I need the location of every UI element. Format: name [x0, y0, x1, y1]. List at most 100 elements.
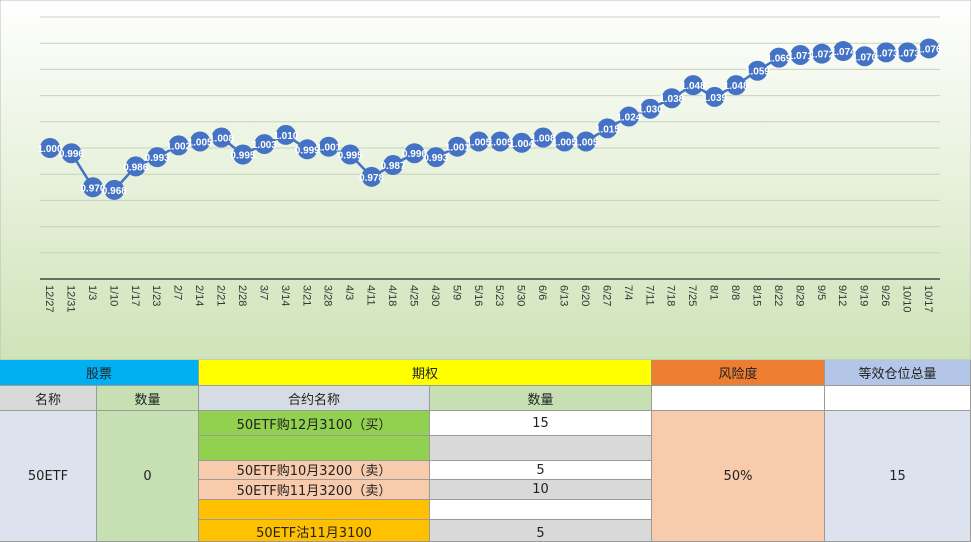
x-tick-label: 5/23	[493, 285, 505, 306]
contract-quantity: 5	[430, 461, 652, 480]
data-point	[618, 106, 639, 127]
data-label: 1.074	[831, 47, 856, 58]
contract-quantity: 5	[430, 520, 652, 542]
x-tick-label: 5/9	[450, 285, 462, 300]
data-label: 0.970	[80, 183, 105, 194]
data-label: 1.005	[466, 137, 491, 148]
contract-name: 50ETF购12月3100（买）	[199, 411, 430, 436]
data-label: 0.993	[145, 153, 170, 164]
x-tick-label: 4/3	[343, 285, 355, 300]
x-tick-label: 5/30	[515, 285, 527, 306]
data-point	[854, 46, 875, 67]
x-tick-label: 10/17	[922, 285, 934, 313]
data-point	[640, 98, 661, 119]
x-tick-label: 2/28	[236, 285, 248, 306]
x-tick-label: 1/17	[129, 285, 141, 306]
data-label: 0.987	[381, 161, 406, 172]
x-tick-label: 1/3	[86, 285, 98, 300]
data-point	[790, 44, 811, 65]
x-tick-label: 12/31	[64, 285, 76, 313]
data-label: 1.024	[616, 113, 641, 124]
data-point	[211, 127, 232, 148]
data-label: 0.996	[402, 149, 427, 160]
x-tick-label: 3/21	[300, 285, 312, 306]
x-tick-label: 4/30	[429, 285, 441, 306]
header-cell: 期权	[199, 360, 652, 386]
data-label: 1.073	[895, 48, 920, 59]
data-label: 1.038	[659, 94, 684, 105]
x-tick-label: 6/6	[536, 285, 548, 300]
data-label: 1.004	[509, 139, 534, 150]
data-label: 1.070	[852, 52, 877, 63]
x-tick-label: 4/18	[386, 285, 398, 306]
data-point	[125, 156, 146, 177]
data-point	[919, 38, 939, 59]
empty-cell	[652, 386, 825, 411]
risk: 50%	[652, 411, 825, 542]
data-label: 0.999	[295, 145, 320, 156]
x-tick-label: 8/29	[793, 285, 805, 306]
data-point	[425, 147, 446, 168]
data-point	[61, 143, 82, 164]
data-label: 1.008	[209, 134, 234, 145]
data-label: 1.071	[788, 51, 813, 62]
data-point	[747, 60, 768, 81]
data-point	[340, 144, 361, 165]
x-tick-label: 2/7	[172, 285, 184, 300]
data-point	[82, 177, 103, 198]
x-tick-label: 4/25	[407, 285, 419, 306]
data-point	[811, 43, 832, 64]
x-tick-label: 1/23	[150, 285, 162, 306]
empty-cell	[430, 500, 652, 520]
data-point	[404, 143, 425, 164]
data-label: 1.005	[573, 137, 598, 148]
contract-name: 50ETF购11月3200（卖）	[199, 480, 430, 500]
x-tick-label: 7/4	[622, 285, 634, 300]
x-tick-label: 8/15	[750, 285, 762, 306]
subheader-cell: 名称	[0, 386, 97, 411]
data-label: 1.059	[745, 67, 770, 78]
x-tick-label: 7/18	[665, 285, 677, 306]
stock-quantity: 0	[97, 411, 199, 542]
data-point	[533, 127, 554, 148]
data-point	[575, 131, 596, 152]
subheader-cell: 数量	[97, 386, 199, 411]
data-point	[554, 131, 575, 152]
data-point	[726, 75, 747, 96]
header-cell: 等效仓位总量	[825, 360, 971, 386]
x-tick-label: 3/7	[257, 285, 269, 300]
x-tick-label: 8/22	[772, 285, 784, 306]
x-tick-label: 10/10	[901, 285, 913, 313]
x-tick-label: 6/27	[600, 285, 612, 306]
x-tick-label: 9/12	[836, 285, 848, 306]
data-point	[661, 88, 682, 109]
data-label: 1.008	[531, 134, 556, 145]
subheader-cell: 合约名称	[199, 386, 430, 411]
data-point	[768, 47, 789, 68]
data-label: 0.995	[338, 151, 363, 162]
data-label: 1.000	[37, 144, 62, 155]
data-point	[275, 124, 296, 145]
chart: 12/27 12/31 1/3 1/10 1/17 1/23 2/7 2/14 2/21 2/28…	[0, 0, 971, 360]
data-label: 0.978	[359, 173, 384, 184]
data-label: 0.968	[102, 186, 127, 197]
data-label: 1.002	[166, 141, 191, 152]
data-label: 1.030	[638, 105, 663, 116]
data-label: 1.072	[809, 50, 834, 61]
data-point	[40, 138, 60, 158]
data-label: 0.996	[59, 149, 84, 160]
data-label: 1.003	[252, 140, 277, 151]
subheader-cell: 数量	[430, 386, 652, 411]
data-point	[468, 131, 489, 152]
data-label: 1.005	[552, 137, 577, 148]
header-cell: 风险度	[652, 360, 825, 386]
data-label: 1.069	[766, 54, 791, 65]
x-tick-label: 9/26	[879, 285, 891, 306]
x-tick-label: 9/5	[815, 285, 827, 300]
empty-cell	[430, 436, 652, 461]
data-label: 0.986	[123, 162, 148, 173]
data-label: 1.005	[188, 137, 213, 148]
data-point	[168, 135, 189, 156]
x-tick-label: 7/11	[643, 285, 655, 306]
